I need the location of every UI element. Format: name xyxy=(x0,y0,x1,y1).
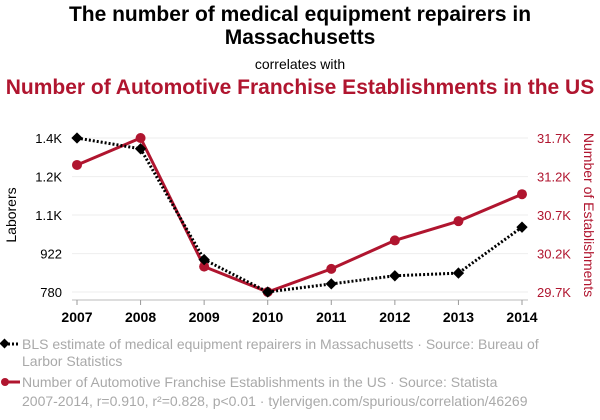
y-tick-label: 780 xyxy=(40,285,62,300)
series2-point xyxy=(135,133,146,143)
y-tick-label: 1.1K xyxy=(35,208,62,223)
x-tick-label: 2013 xyxy=(443,309,474,325)
x-tick-label: 2012 xyxy=(379,309,410,325)
legend-diamond-icon xyxy=(0,338,10,349)
legend-circle-icon xyxy=(1,378,9,386)
x-tick-label: 2014 xyxy=(506,309,537,325)
chart-title-secondary: Number of Automotive Franchise Establish… xyxy=(5,76,595,99)
series1-point xyxy=(389,270,401,282)
y2-tick-label: 31.7K xyxy=(537,131,571,146)
legend-markers xyxy=(0,338,20,386)
series2-point xyxy=(453,216,464,227)
series1-point xyxy=(516,221,528,233)
y2-axis-title: Number of Establishments xyxy=(581,133,597,297)
series2-point xyxy=(517,189,527,200)
y2-tick-label: 30.2K xyxy=(537,247,571,262)
y2-tick-label: 30.7K xyxy=(537,208,571,223)
series2-point xyxy=(199,261,210,272)
y2-tick-label: 31.2K xyxy=(537,170,571,185)
series1-point xyxy=(262,286,274,298)
line-chart: 780 922 1.1K 1.2K 1.4K 29.7K 30.2K 30.7K 31.2K 31… xyxy=(3,131,597,325)
x-tick-label: 2008 xyxy=(125,309,156,325)
chart-title: The number of medical equipment repairer… xyxy=(68,3,532,49)
y-tick-label: 922 xyxy=(40,247,62,262)
legend-series2-label: Number of Automotive Franchise Establish… xyxy=(22,374,498,390)
legend-item-series1: BLS estimate of medical equipment repair… xyxy=(22,336,542,370)
y-tick-label: 1.2K xyxy=(35,170,62,185)
series2-point xyxy=(72,159,82,170)
legend-series1-label: BLS estimate of medical equipment repair… xyxy=(22,336,539,369)
series1-point xyxy=(452,267,465,279)
series2-point xyxy=(326,263,337,274)
x-tick-label: 2007 xyxy=(61,309,92,325)
correlates-with-label: correlates with xyxy=(254,56,346,72)
series1-point xyxy=(325,278,337,290)
series1-line xyxy=(76,136,523,294)
series1-point xyxy=(198,253,210,266)
y-axis-title: Laborers xyxy=(3,187,19,242)
y2-tick-label: 29.7K xyxy=(537,285,571,300)
x-tick-label: 2010 xyxy=(252,309,283,325)
series1-point xyxy=(71,132,83,144)
legend-item-series2: Number of Automotive Franchise Establish… xyxy=(22,374,497,391)
series2-line xyxy=(76,136,523,294)
series1-point xyxy=(134,143,147,155)
series2-point xyxy=(389,235,400,246)
y-tick-label: 1.4K xyxy=(35,131,62,146)
footer-stats: 2007-2014, r=0.910, r²=0.828, p<0.01 · t… xyxy=(22,393,528,409)
x-tick-label: 2009 xyxy=(189,309,220,325)
x-tick-label: 2011 xyxy=(316,309,347,325)
